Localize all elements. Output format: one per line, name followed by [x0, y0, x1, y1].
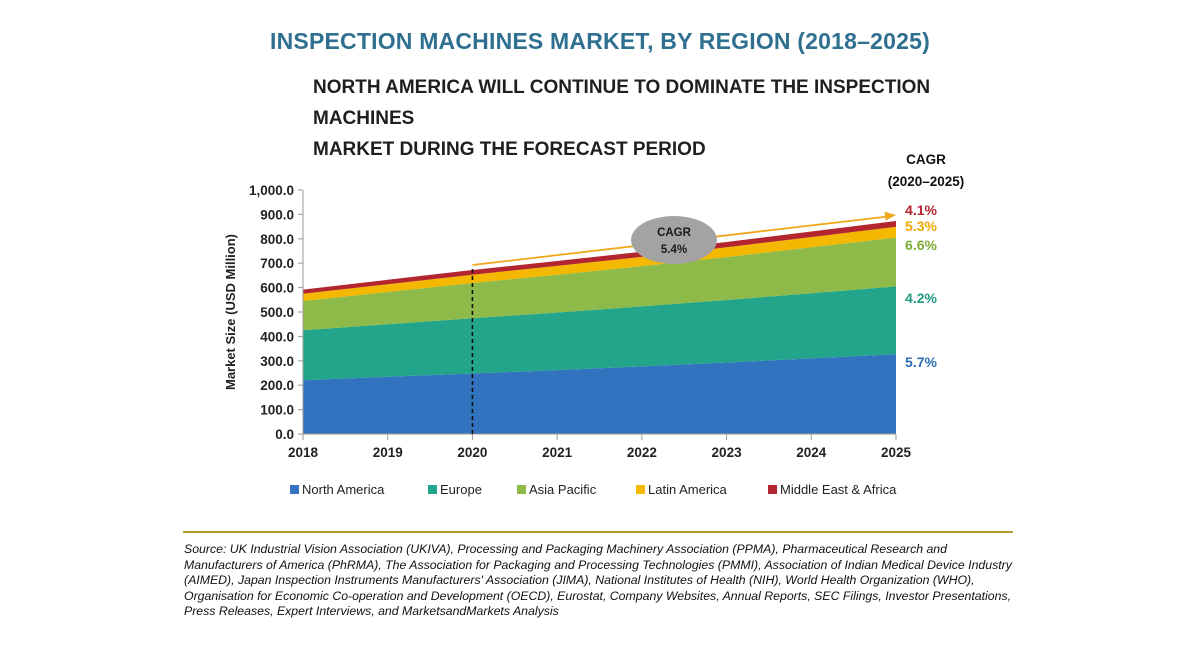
legend-swatch — [290, 485, 299, 494]
legend: North America Europe Asia Pacific Latin Ame… — [290, 482, 897, 497]
y-tick-label: 1,000.0 — [249, 183, 294, 198]
legend-swatch — [636, 485, 645, 494]
x-tick-label: 2024 — [796, 445, 827, 460]
legend-swatch — [517, 485, 526, 494]
x-tick-label: 2023 — [712, 445, 743, 460]
y-tick-label: 200.0 — [260, 378, 294, 393]
y-axis-title: Market Size (USD Million) — [223, 234, 238, 390]
y-tick-label: 400.0 — [260, 329, 294, 344]
subtitle-line-1: NORTH AMERICA WILL CONTINUE TO DOMINATE … — [313, 77, 931, 129]
legend-label: Asia Pacific — [529, 482, 597, 497]
y-tick-label: 0.0 — [275, 427, 294, 442]
series-cagr-label: 4.2% — [905, 290, 937, 306]
series-cagr-label: 5.3% — [905, 218, 937, 234]
source-note: Source: UK Industrial Vision Association… — [184, 542, 1012, 618]
legend-label: Europe — [440, 482, 482, 497]
legend-label: Latin America — [648, 482, 728, 497]
chart-title: INSPECTION MACHINES MARKET, BY REGION (2… — [270, 28, 930, 54]
area-asia-pacific — [303, 237, 896, 331]
chart-subtitle: NORTH AMERICA WILL CONTINUE TO DOMINATE … — [313, 72, 1013, 165]
area-layers — [303, 221, 896, 434]
overall-cagr-label: CAGR — [657, 227, 692, 239]
cagr-header-period: (2020–2025) — [888, 174, 965, 189]
x-tick-label: 2018 — [288, 445, 319, 460]
series-cagr-label: 6.6% — [905, 237, 937, 253]
overall-cagr-bubble — [631, 216, 717, 264]
area-north-america — [303, 354, 896, 434]
area-latin-america — [303, 226, 896, 301]
annotations: CAGR 5.4% CAGR (2020–2025) 5.7% 4.2% 6.6% 5.3%4… — [471, 152, 965, 434]
area-europe — [303, 286, 896, 381]
y-tick-label: 600.0 — [260, 281, 294, 296]
source-divider — [183, 531, 1013, 533]
y-tick-label: 700.0 — [260, 256, 294, 271]
y-tick-label: 900.0 — [260, 207, 294, 222]
subtitle-line-2: MARKET DURING THE FORECAST PERIOD — [313, 139, 706, 160]
legend-swatch — [428, 485, 437, 494]
legend-label: North America — [302, 482, 385, 497]
y-tick-label: 500.0 — [260, 305, 294, 320]
y-tick-label: 300.0 — [260, 354, 294, 369]
x-tick-label: 2020 — [457, 445, 487, 460]
legend-swatch — [768, 485, 777, 494]
x-tick-label: 2019 — [373, 445, 403, 460]
x-tick-label: 2021 — [542, 445, 573, 460]
y-tick-label: 100.0 — [260, 403, 294, 418]
cagr-header: CAGR — [906, 152, 946, 167]
y-tick-label: 800.0 — [260, 232, 294, 247]
legend-label: Middle East & Africa — [780, 482, 897, 497]
cagr-trend-arrowhead — [884, 211, 896, 221]
series-cagr-label: 4.1% — [905, 202, 937, 218]
series-cagr-label: 5.7% — [905, 354, 937, 370]
x-tick-label: 2025 — [881, 445, 912, 460]
area-middle-east-africa — [303, 221, 896, 294]
x-tick-label: 2022 — [627, 445, 657, 460]
overall-cagr-value: 5.4% — [661, 244, 687, 256]
axes: 0.0 100.0 200.0 300.0 400.0 500.0 600.0 700.0 80… — [223, 183, 912, 460]
